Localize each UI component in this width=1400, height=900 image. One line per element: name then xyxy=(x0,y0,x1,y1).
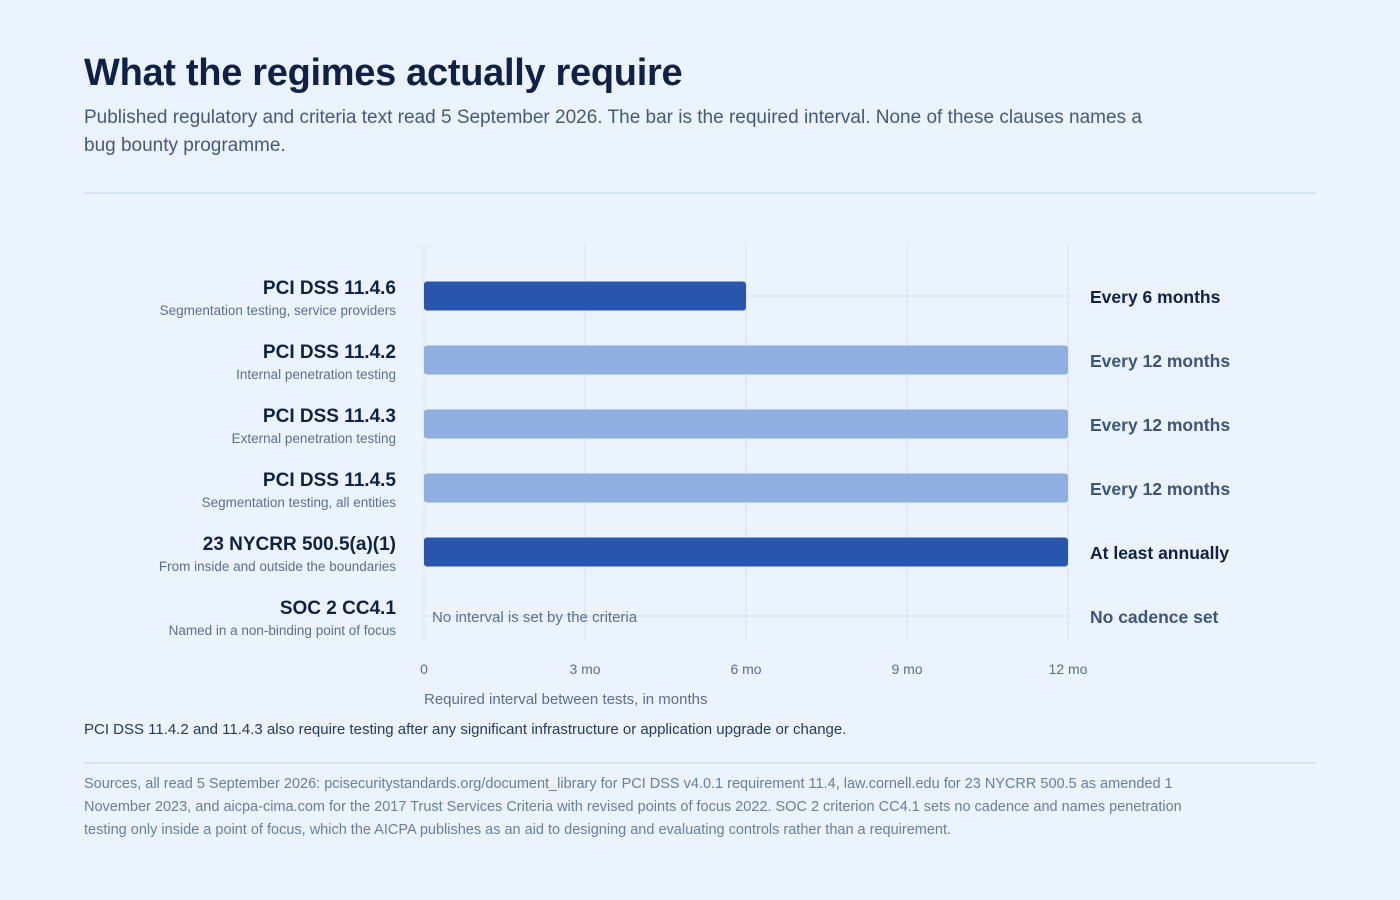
value-label: No cadence set xyxy=(1090,607,1219,627)
no-interval-note: No interval is set by the criteria xyxy=(432,609,638,626)
category-description: From inside and outside the boundaries xyxy=(159,559,396,574)
category-label: PCI DSS 11.4.6 xyxy=(263,278,396,299)
category-description: Segmentation testing, service providers xyxy=(160,303,397,318)
bar xyxy=(424,345,1068,375)
footer-divider xyxy=(84,762,1316,764)
value-label: Every 6 months xyxy=(1090,287,1221,307)
category-description: Segmentation testing, all entities xyxy=(202,495,397,510)
category-label: 23 NYCRR 500.5(a)(1) xyxy=(203,534,396,555)
category-label: PCI DSS 11.4.5 xyxy=(263,470,397,491)
bar xyxy=(424,473,1068,503)
value-label: At least annually xyxy=(1090,543,1229,563)
chart-subtitle: Published regulatory and criteria text r… xyxy=(84,107,1142,156)
value-label: Every 12 months xyxy=(1090,479,1230,499)
x-axis-label: Required interval between tests, in mont… xyxy=(424,691,707,708)
bar xyxy=(424,409,1068,439)
bar xyxy=(424,281,746,311)
bar xyxy=(424,537,1068,567)
x-tick-label: 0 xyxy=(420,661,428,677)
bar-chart: PCI DSS 11.4.6 Segmentation testing, serv… xyxy=(159,244,1230,708)
chart-footnote: PCI DSS 11.4.2 and 11.4.3 also require t… xyxy=(84,721,847,738)
x-tick-label: 6 mo xyxy=(730,661,761,677)
x-tick-label: 9 mo xyxy=(891,661,922,677)
category-label: PCI DSS 11.4.3 xyxy=(263,406,396,427)
category-label: PCI DSS 11.4.2 xyxy=(263,342,396,363)
x-tick-label: 12 mo xyxy=(1049,661,1088,677)
value-label: Every 12 months xyxy=(1090,415,1230,435)
chart-title: What the regimes actually require xyxy=(84,52,683,94)
sources-text: Sources, all read 5 September 2026: pcis… xyxy=(84,776,1182,838)
category-description: External penetration testing xyxy=(232,431,396,446)
category-description: Named in a non-binding point of focus xyxy=(169,623,397,638)
category-label: SOC 2 CC4.1 xyxy=(280,598,397,619)
header-divider xyxy=(84,192,1316,194)
x-tick-label: 3 mo xyxy=(569,661,600,677)
value-label: Every 12 months xyxy=(1090,351,1230,371)
category-description: Internal penetration testing xyxy=(236,367,396,382)
